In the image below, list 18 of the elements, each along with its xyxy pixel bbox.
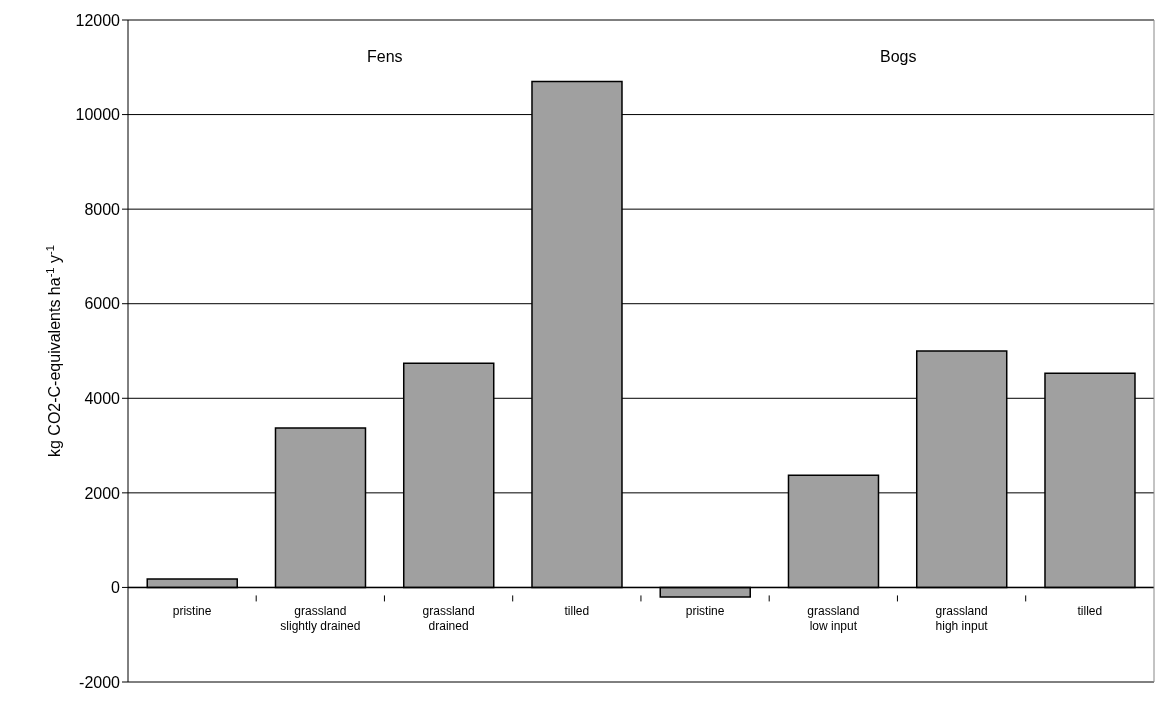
x-tick-label: tilled [564, 604, 590, 619]
y-tick-label: 0 [111, 579, 121, 597]
y-tick-label: 4000 [84, 389, 121, 407]
annotation: Bogs [879, 48, 918, 66]
y-tick-label: 2000 [84, 484, 121, 502]
x-tick-label: grassland high input [935, 604, 989, 634]
x-tick-label: tilled [1077, 604, 1103, 619]
y-tick-label: 10000 [75, 106, 121, 124]
y-tick-label: 8000 [84, 200, 121, 218]
annotation: Fens [365, 48, 404, 66]
x-tick-label: pristine [172, 604, 212, 619]
x-tick-label: pristine [685, 604, 725, 619]
y-tick-label: 12000 [75, 11, 121, 29]
y-tick-label: 6000 [84, 295, 121, 313]
y-tick-label: -2000 [79, 673, 121, 691]
x-tick-label: grassland drained [422, 604, 475, 634]
x-tick-label: grassland low input [807, 604, 860, 634]
x-tick-label: grassland slightly drained [280, 604, 361, 634]
